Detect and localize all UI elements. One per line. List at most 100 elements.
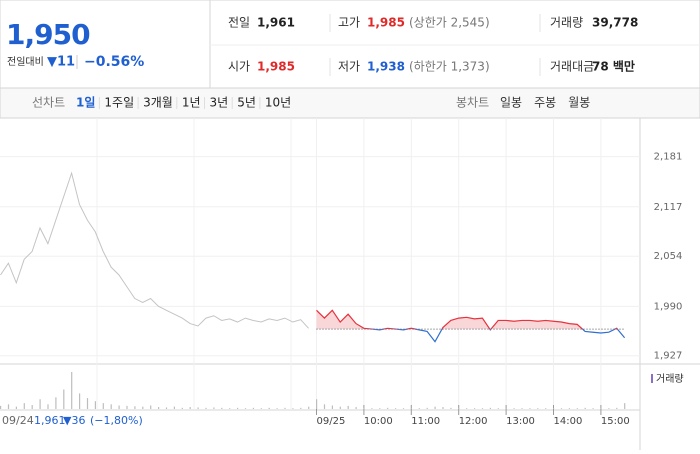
volume-bar — [513, 408, 515, 409]
tab[interactable]: 주봉 — [534, 96, 556, 110]
volume-bar — [221, 407, 223, 409]
x-tick-label: 10:00 — [364, 416, 393, 427]
volume-bar — [553, 408, 555, 409]
tab[interactable]: 월봉 — [568, 96, 590, 110]
volume-bar — [308, 406, 310, 409]
volume-bar — [173, 406, 175, 409]
price: 1,950 — [6, 18, 90, 51]
volume-bar — [15, 406, 17, 409]
field-value: 1,985 — [257, 60, 295, 74]
volume-bar — [347, 405, 349, 409]
field-value: 1,938 — [367, 60, 405, 74]
volume-bar — [7, 404, 10, 409]
x-tick-label: 11:00 — [411, 416, 440, 427]
y-tick-label: 2,117 — [654, 202, 683, 213]
volume-label: 거래량 — [656, 373, 684, 385]
volume-bar — [481, 408, 484, 409]
volume-bar — [434, 406, 436, 409]
field-label: 저가 — [338, 60, 360, 74]
volume-bar — [292, 408, 294, 409]
tab[interactable]: 1주일 — [104, 96, 134, 110]
volume-bar — [521, 408, 523, 409]
volume-bar — [505, 408, 507, 409]
info-close: 1,961 — [34, 414, 66, 427]
volume-bar — [458, 407, 460, 409]
field-label: 시가 — [228, 60, 250, 74]
volume-bar — [545, 408, 547, 409]
volume-bar — [165, 407, 168, 409]
volume-bar — [355, 407, 357, 409]
volume-bar — [410, 408, 412, 409]
volume-bar — [497, 408, 499, 409]
volume-bar — [339, 406, 341, 409]
volume-bar — [584, 407, 586, 409]
y-tick-label: 2,181 — [654, 152, 683, 163]
tab[interactable]: 1일 — [76, 96, 95, 110]
volume-bar — [0, 405, 2, 409]
field-label: 전일 — [228, 16, 250, 30]
field-value: 1,985 — [367, 16, 405, 30]
field-note: (하한가 1,373) — [409, 60, 490, 74]
volume-bar — [213, 407, 215, 409]
volume-bar — [450, 407, 452, 409]
volume-bar — [331, 405, 333, 409]
volume-bar — [300, 407, 302, 409]
volume-bar — [205, 407, 207, 409]
volume-bar — [110, 404, 112, 409]
volume-bar — [402, 408, 405, 409]
y-tick-label: 1,927 — [654, 351, 683, 362]
volume-bar — [237, 407, 239, 409]
volume-bar — [252, 407, 254, 409]
x-tick-label: 13:00 — [506, 416, 535, 427]
volume-bar — [229, 408, 231, 409]
field-label: 거래대금 — [550, 60, 594, 74]
volume-bar — [268, 407, 270, 409]
volume-bar — [316, 399, 318, 409]
x-tick-label: 12:00 — [459, 416, 488, 427]
tab[interactable]: 일봉 — [500, 96, 522, 110]
volume-bar — [600, 408, 602, 409]
volume-bar — [560, 408, 563, 409]
volume-bar — [31, 405, 33, 409]
volume-bar — [142, 406, 144, 409]
tab[interactable]: 5년 — [237, 96, 256, 110]
y-tick-label: 1,990 — [654, 301, 683, 312]
tab[interactable]: 3년 — [210, 96, 229, 110]
volume-bar — [79, 393, 81, 409]
volume-bar — [474, 408, 476, 409]
volume-bar — [363, 407, 365, 409]
volume-bar — [284, 407, 286, 409]
volume-bar — [489, 407, 491, 409]
volume-bar — [150, 405, 152, 409]
volume-bar — [39, 399, 41, 409]
volume-bar — [395, 408, 397, 409]
volume-bar — [323, 404, 326, 409]
line — [316, 309, 619, 330]
area — [316, 310, 625, 330]
info-change: ▼36 — [63, 414, 85, 427]
change: ▼11 — [47, 55, 75, 70]
tab[interactable]: 1년 — [182, 96, 201, 110]
volume-bar — [181, 407, 183, 409]
tab[interactable]: 3개월 — [143, 96, 173, 110]
volume-bar — [158, 407, 160, 409]
volume-bar — [118, 405, 120, 409]
volume-bar — [189, 407, 191, 409]
volume-bar — [23, 403, 25, 409]
field-value: 1,961 — [257, 16, 295, 30]
field-note: (상한가 2,545) — [409, 16, 490, 30]
volume-bar — [442, 407, 444, 409]
volume-bar — [568, 408, 570, 409]
field-value: 78 백만 — [592, 59, 635, 74]
volume-bar — [387, 407, 389, 409]
info-date: 09/24 — [2, 414, 34, 427]
volume-bar — [94, 401, 96, 409]
volume-bar — [126, 405, 128, 409]
change-label: 전일대비 — [7, 56, 44, 68]
volume-bar — [86, 398, 89, 409]
volume-bar — [624, 403, 626, 409]
x-tick-label: 09/25 — [317, 416, 346, 427]
header-box — [0, 0, 700, 89]
tab[interactable]: 10년 — [265, 96, 291, 110]
